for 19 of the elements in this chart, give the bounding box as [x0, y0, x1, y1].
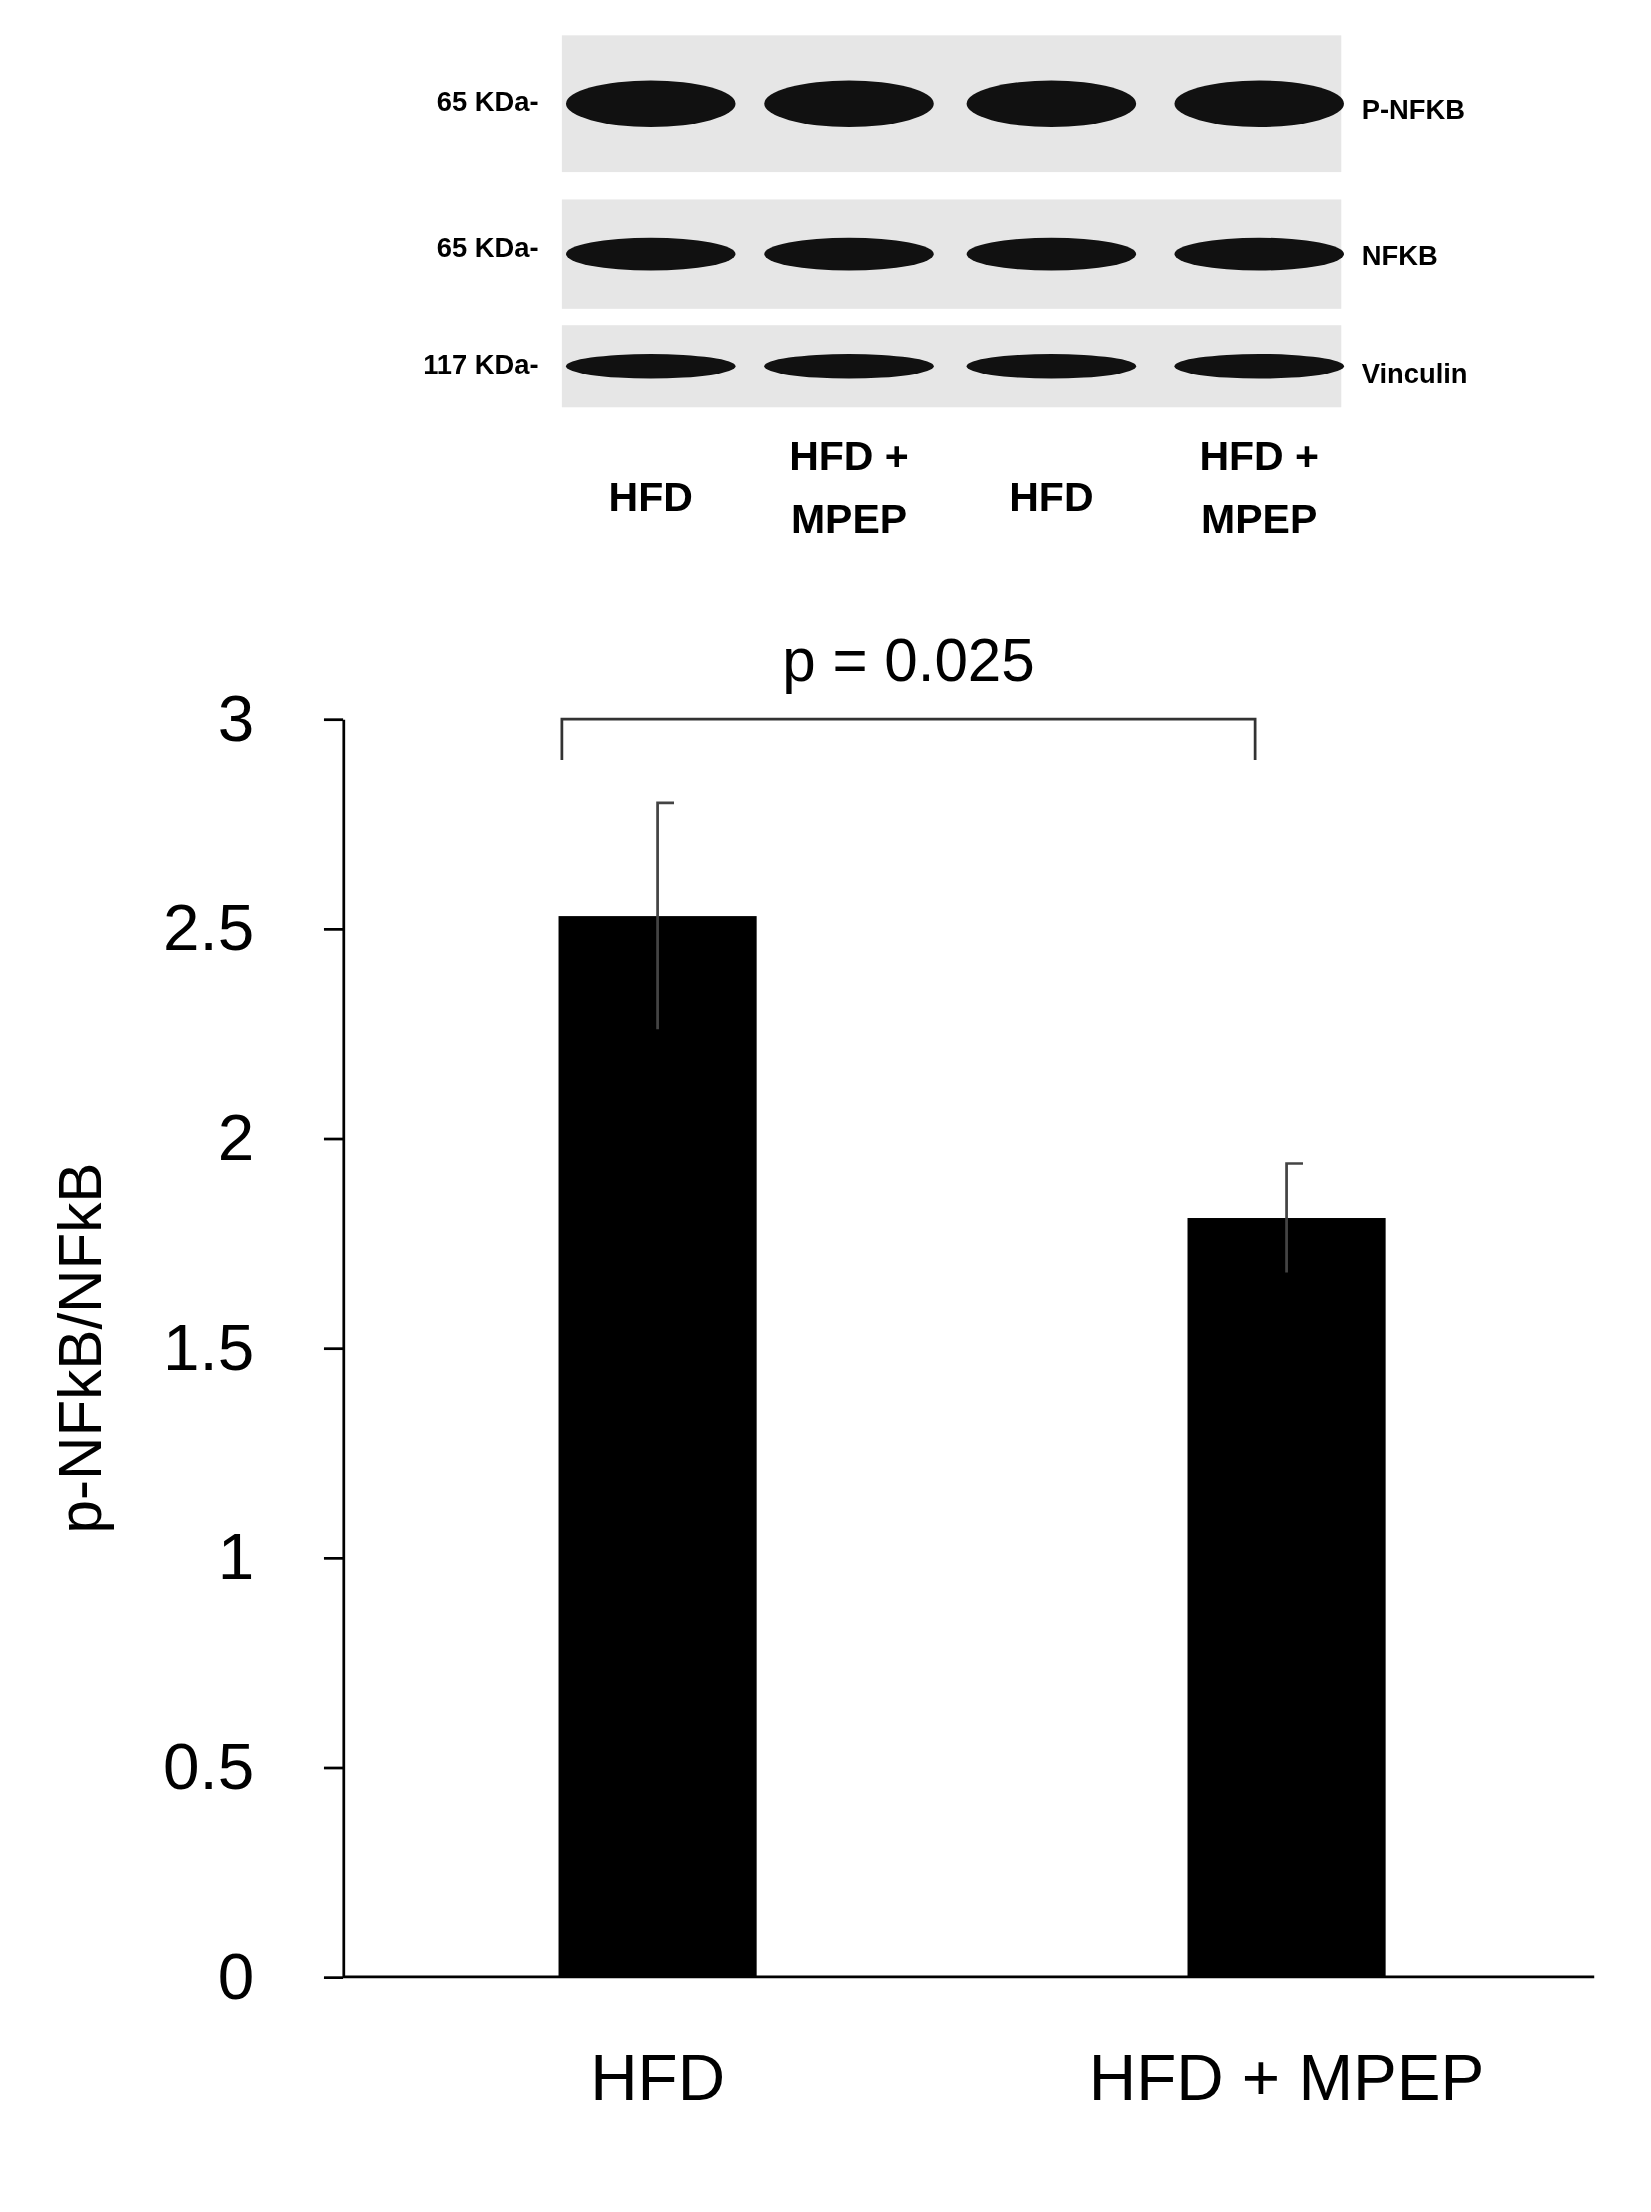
y-tick-label: 0: [217, 1939, 255, 2013]
text: NFKB: [1361, 240, 1438, 272]
text: P-NFKB: [1361, 93, 1466, 125]
y-tick-label: 3: [217, 681, 255, 755]
text: p = 0.025: [782, 626, 1035, 694]
text: 65 KDa-: [436, 85, 539, 117]
y-tick-label: 1.5: [162, 1310, 255, 1384]
y-tick-label: 1: [217, 1520, 255, 1594]
text: 65 KDa-: [436, 231, 539, 263]
text: HFD + MPEP: [789, 433, 909, 543]
text: Vinculin: [1361, 357, 1468, 389]
text: HFD: [1009, 474, 1094, 521]
y-tick-label: 2: [217, 1101, 255, 1175]
text: HFD + MPEP: [1199, 433, 1320, 543]
y-axis-title: p-NFkB/NFkB: [47, 1162, 115, 1534]
text: HFD: [608, 474, 693, 521]
text: 117 KDa-: [423, 349, 539, 381]
y-tick-label: 0.5: [162, 1730, 255, 1804]
y-tick-label: 2.5: [162, 891, 255, 965]
